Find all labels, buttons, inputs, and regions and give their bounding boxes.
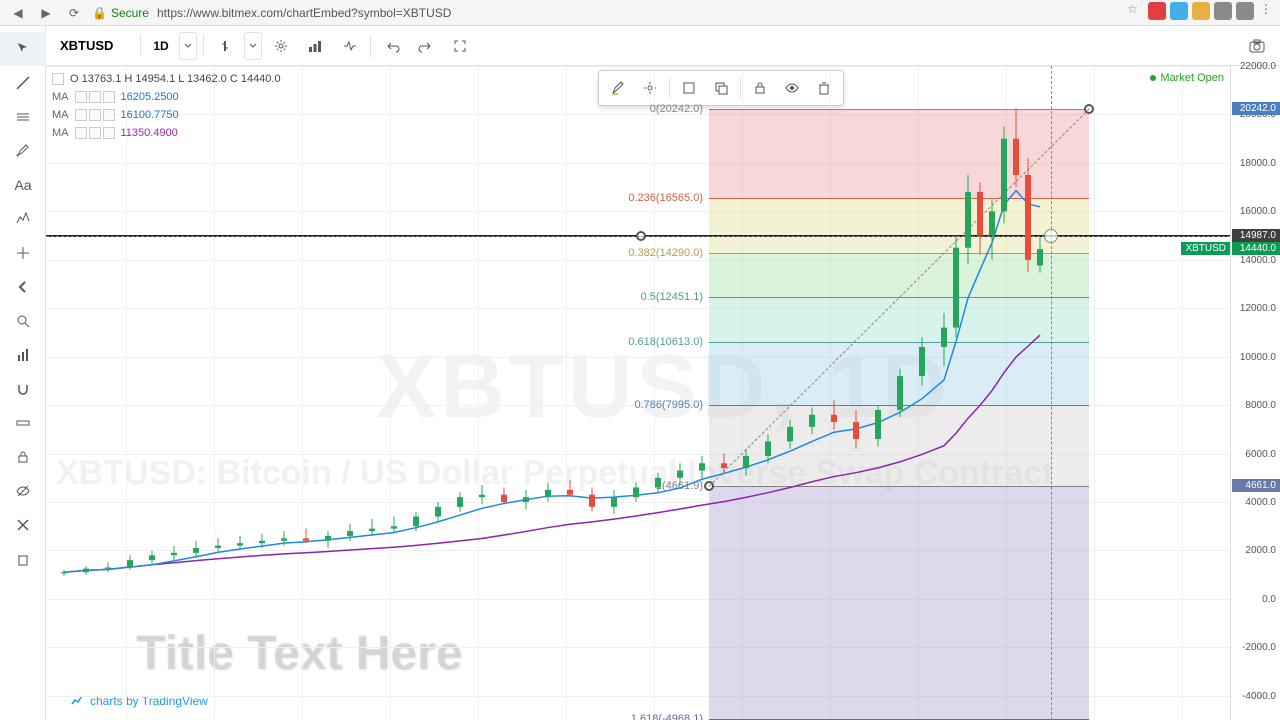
remove-tool[interactable]	[0, 508, 46, 542]
price-tick: 0.0	[1262, 594, 1276, 605]
bars-tool[interactable]	[0, 338, 46, 372]
pattern-tool[interactable]	[0, 202, 46, 236]
secure-indicator: 🔒 Secure	[92, 6, 149, 20]
extension-icon[interactable]	[1192, 2, 1210, 20]
price-tick: 16000.0	[1240, 206, 1276, 217]
extension-icon[interactable]	[1148, 2, 1166, 20]
cursor-indicator	[1044, 229, 1058, 243]
ma-indicator-row: MA 11350.4900	[52, 124, 281, 142]
price-axis[interactable]: -4000.0 -2000.0 0.0 2000.0 4000.0 6000.0 8000.…	[1230, 66, 1280, 720]
fib-level-line[interactable]	[709, 405, 1089, 406]
menu-icon[interactable]: ⋮	[1260, 2, 1272, 23]
fib-level-label: 0.618(10613.0)	[628, 336, 703, 348]
measure-tool[interactable]	[0, 406, 46, 440]
price-tick: 14000.0	[1240, 255, 1276, 266]
eye-icon[interactable]	[52, 73, 64, 85]
ma-indicator-row: MA 16205.2500	[52, 88, 281, 106]
fib-level-label: 0.382(14290.0)	[628, 247, 703, 259]
cursor-tool[interactable]	[0, 32, 46, 66]
fib-level-line[interactable]	[709, 253, 1089, 254]
fib-level-line[interactable]	[709, 342, 1089, 343]
horizontal-line-tool[interactable]	[0, 100, 46, 134]
fib-level-line[interactable]	[709, 486, 1089, 487]
interval-select[interactable]: 1D	[147, 32, 175, 60]
hide-tool[interactable]	[0, 474, 46, 508]
top-toolbar: XBTUSD 1D	[46, 26, 1280, 66]
fib-level-label: 0.236(16565.0)	[628, 192, 703, 204]
fib-zone	[709, 198, 1089, 253]
fib-level-label: 0(20242.0)	[650, 103, 703, 115]
indicators-button[interactable]	[334, 32, 364, 60]
chart-legend: O 13763.1 H 14954.1 L 13462.0 C 14440.0 …	[52, 70, 281, 142]
fib-zone	[709, 253, 1089, 298]
price-tick: 2000.0	[1245, 545, 1276, 556]
extension-icon[interactable]	[1214, 2, 1232, 20]
settings-button[interactable]	[266, 32, 296, 60]
price-tick: 18000.0	[1240, 158, 1276, 169]
price-axis-label: 14440.0	[1232, 242, 1280, 255]
fib-level-label: 0.5(12451.1)	[641, 291, 703, 303]
title-overlay: Title Text Here	[136, 626, 462, 681]
screenshot-button[interactable]	[1242, 32, 1272, 60]
text-tool[interactable]: Aa	[0, 168, 46, 202]
reload-button[interactable]: ⟳	[64, 3, 84, 23]
ma-indicator-row: MA 16100.7750	[52, 106, 281, 124]
star-icon[interactable]: ☆	[1127, 2, 1138, 23]
fib-zone	[709, 486, 1089, 719]
price-tick: 4000.0	[1245, 497, 1276, 508]
symbol-price-tag: XBTUSD	[1181, 242, 1230, 255]
price-axis-label: 4661.0	[1232, 479, 1280, 492]
extension-icon[interactable]	[1236, 2, 1254, 20]
extension-icons: ☆ ⋮	[1127, 2, 1272, 23]
price-tick: 6000.0	[1245, 449, 1276, 460]
price-tick: 10000.0	[1240, 352, 1276, 363]
lock-icon: 🔒	[92, 6, 107, 20]
zoom-tool[interactable]	[0, 304, 46, 338]
market-status: Market Open	[1150, 72, 1224, 84]
redo-button[interactable]	[411, 32, 441, 60]
chart-area[interactable]: XBTUSD, 1D XBTUSD: Bitcoin / US Dollar P…	[46, 66, 1280, 720]
fib-level-label: 1.618(-4968.1)	[631, 713, 703, 720]
brush-tool[interactable]	[0, 134, 46, 168]
browser-chrome: ◀ ▶ ⟳ 🔒 Secure https://www.bitmex.com/ch…	[0, 0, 1280, 26]
fullscreen-button[interactable]	[445, 32, 475, 60]
fib-level-line[interactable]	[709, 109, 1089, 110]
price-tick: 12000.0	[1240, 303, 1276, 314]
interval-dropdown[interactable]	[179, 32, 197, 60]
ohlc-display: O 13763.1 H 14954.1 L 13462.0 C 14440.0	[70, 73, 281, 85]
url-text[interactable]: https://www.bitmex.com/chartEmbed?symbol…	[157, 6, 451, 20]
price-axis-label: 14987.0	[1232, 229, 1280, 242]
forecast-tool[interactable]	[0, 236, 46, 270]
symbol-select[interactable]: XBTUSD	[52, 32, 134, 60]
price-tick: 8000.0	[1245, 400, 1276, 411]
price-tick: 22000.0	[1240, 61, 1276, 72]
fib-zone	[709, 405, 1089, 486]
price-axis-label: 20242.0	[1232, 102, 1280, 115]
price-tick: -4000.0	[1242, 691, 1276, 702]
trash-tool[interactable]	[0, 542, 46, 576]
back-tool[interactable]	[0, 270, 46, 304]
crosshair-vertical	[1051, 66, 1052, 720]
left-toolbar: Aa	[0, 26, 46, 720]
bar-style-dropdown[interactable]	[244, 32, 262, 60]
fib-level-label: 0.786(7995.0)	[635, 399, 704, 411]
extension-icon[interactable]	[1170, 2, 1188, 20]
trendline-tool[interactable]	[0, 66, 46, 100]
forward-button[interactable]: ▶	[36, 3, 56, 23]
bar-style-button[interactable]	[210, 32, 240, 60]
fib-level-label: 1(4661.9)	[656, 480, 703, 492]
fib-zone	[709, 297, 1089, 342]
back-button[interactable]: ◀	[8, 3, 28, 23]
fib-zone	[709, 342, 1089, 405]
chart-canvas[interactable]: XBTUSD, 1D XBTUSD: Bitcoin / US Dollar P…	[46, 66, 1230, 720]
compare-button[interactable]	[300, 32, 330, 60]
fib-zone	[709, 109, 1089, 198]
fib-level-line[interactable]	[709, 198, 1089, 199]
price-tick: -2000.0	[1242, 642, 1276, 653]
secure-label: Secure	[111, 6, 149, 20]
magnet-tool[interactable]	[0, 372, 46, 406]
lock-tool[interactable]	[0, 440, 46, 474]
undo-button[interactable]	[377, 32, 407, 60]
